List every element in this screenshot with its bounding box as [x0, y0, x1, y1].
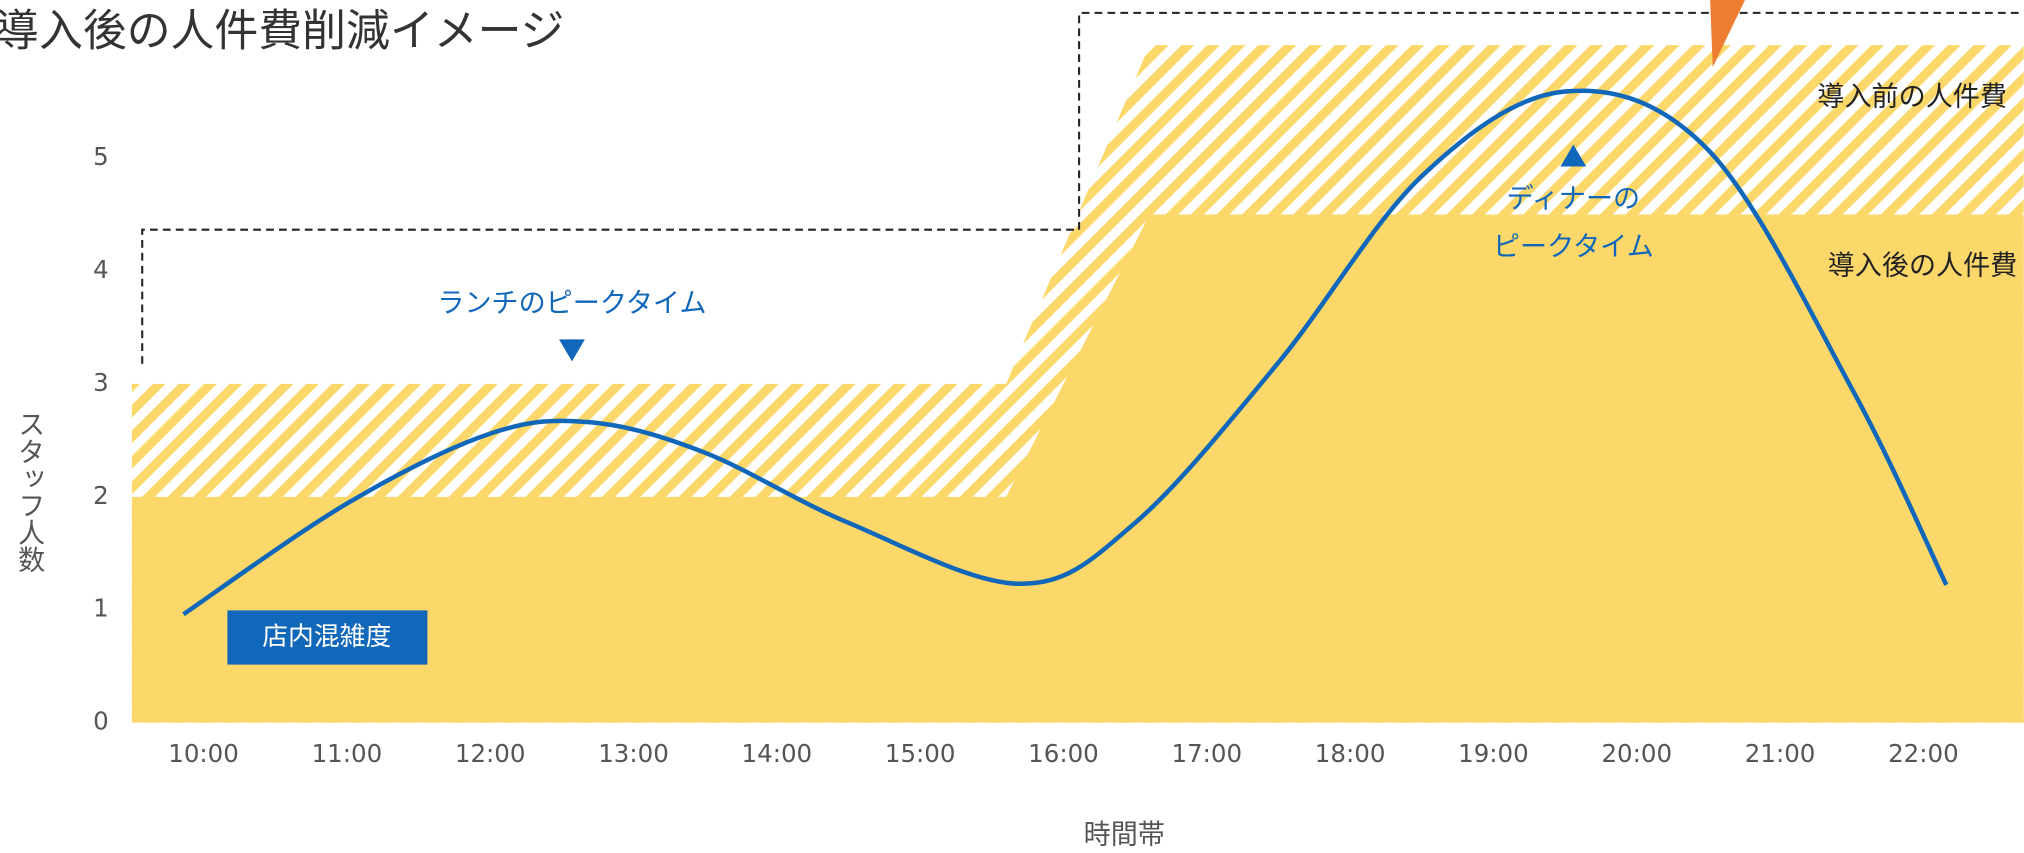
x-tick-label: 13:00: [598, 739, 669, 768]
annotation: ピークタイム: [1493, 231, 1654, 262]
arrow-decoration: [1710, 0, 1745, 68]
chart-title: 導入後の人件費削減イメージ: [0, 6, 564, 57]
y-tick-label: 3: [93, 368, 109, 397]
legend-label: 導入後の人件費: [1828, 251, 2018, 282]
x-tick-label: 18:00: [1315, 739, 1386, 768]
annotation-marker: [559, 339, 585, 362]
x-tick-label: 16:00: [1028, 739, 1099, 768]
x-tick-label: 14:00: [742, 739, 813, 768]
line: [182, 88, 1949, 617]
x-tick-label: 19:00: [1458, 739, 1529, 768]
x-tick-label: 20:00: [1601, 739, 1672, 768]
y-tick-label: 5: [93, 142, 109, 171]
x-tick-label: 17:00: [1171, 739, 1242, 768]
y-tick-label: 2: [93, 481, 109, 510]
x-tick-label: 21:00: [1745, 739, 1816, 768]
annotation: ディナーの: [1507, 184, 1641, 215]
annotation: ランチのピークタイム: [437, 288, 706, 319]
dashed-bracket: [141, 11, 2024, 364]
annotation-marker: [1560, 144, 1587, 167]
y-tick-label: 1: [93, 594, 109, 623]
x-axis-label: 時間帯: [1084, 820, 1165, 851]
y-tick-label: 4: [93, 255, 109, 284]
x-tick-label: 11:00: [312, 739, 383, 768]
legend-label: 店内混雑度: [262, 622, 391, 652]
area: [131, 214, 2024, 723]
y-axis-label: スタッフ人数: [13, 410, 44, 573]
x-tick-label: 12:00: [455, 739, 526, 768]
y-tick-label: 0: [93, 707, 109, 736]
legend-label: 導入前の人件費: [1817, 82, 2007, 113]
series-label-box: [227, 610, 428, 665]
x-tick-label: 22:00: [1888, 739, 1959, 768]
x-tick-label: 10:00: [168, 739, 239, 768]
x-tick-label: 15:00: [885, 739, 956, 768]
